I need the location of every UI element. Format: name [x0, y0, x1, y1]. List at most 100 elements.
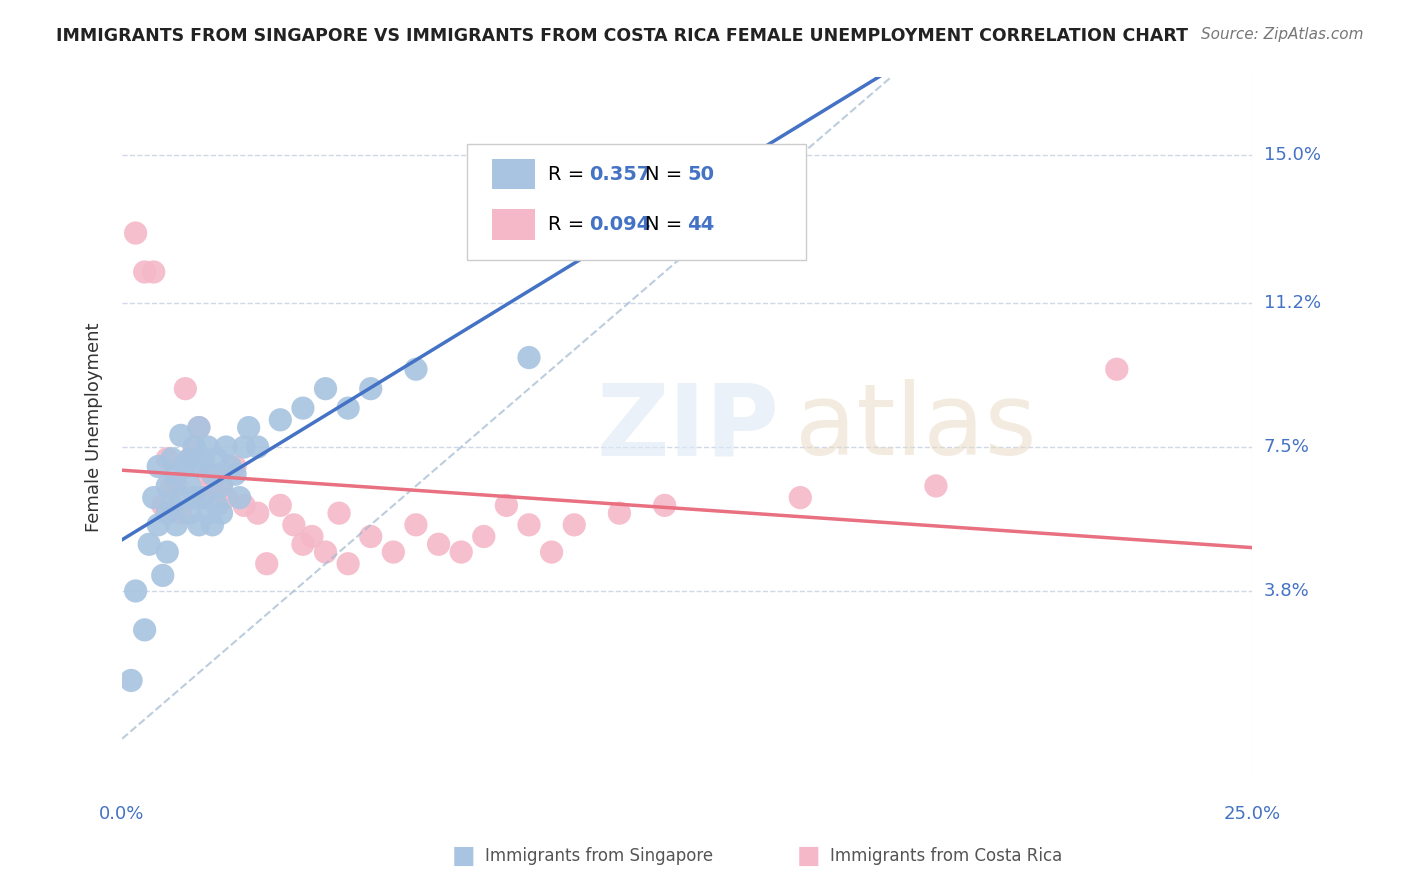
Text: N =: N =: [645, 215, 689, 234]
Point: [134, 265, 156, 279]
Text: ZIP: ZIP: [596, 379, 780, 476]
Point: [156, 506, 179, 520]
Point: [246, 440, 269, 454]
Point: [291, 537, 314, 551]
Point: [609, 506, 631, 520]
FancyBboxPatch shape: [492, 209, 534, 240]
Point: [152, 499, 174, 513]
Point: [405, 517, 427, 532]
Point: [174, 459, 197, 474]
Point: [315, 382, 337, 396]
Point: [517, 351, 540, 365]
Point: [238, 420, 260, 434]
Point: [360, 529, 382, 543]
Text: R =: R =: [548, 215, 591, 234]
Point: [328, 506, 350, 520]
Point: [179, 451, 201, 466]
Point: [283, 517, 305, 532]
Text: 0.0%: 0.0%: [100, 805, 145, 823]
Point: [517, 517, 540, 532]
Point: [201, 467, 224, 482]
Point: [170, 428, 193, 442]
Point: [142, 491, 165, 505]
Point: [789, 491, 811, 505]
Point: [211, 479, 233, 493]
Point: [142, 265, 165, 279]
Point: [197, 506, 219, 520]
Point: [291, 401, 314, 416]
Point: [219, 459, 242, 474]
Point: [201, 517, 224, 532]
Text: 3.8%: 3.8%: [1264, 582, 1309, 600]
Text: 50: 50: [688, 165, 714, 184]
Point: [179, 451, 201, 466]
Point: [211, 506, 233, 520]
Point: [256, 557, 278, 571]
Point: [246, 506, 269, 520]
Y-axis label: Female Unemployment: Female Unemployment: [86, 323, 103, 533]
Point: [152, 568, 174, 582]
Point: [120, 673, 142, 688]
Text: R =: R =: [548, 165, 591, 184]
Point: [160, 499, 183, 513]
Point: [382, 545, 405, 559]
Point: [215, 491, 238, 505]
Point: [148, 459, 170, 474]
Point: [174, 382, 197, 396]
Point: [148, 517, 170, 532]
Text: N =: N =: [645, 165, 689, 184]
Text: Source: ZipAtlas.com: Source: ZipAtlas.com: [1201, 27, 1364, 42]
Point: [315, 545, 337, 559]
Point: [427, 537, 450, 551]
Point: [337, 557, 360, 571]
Point: [179, 479, 201, 493]
Point: [1105, 362, 1128, 376]
Point: [269, 413, 291, 427]
Point: [183, 440, 205, 454]
FancyBboxPatch shape: [467, 144, 806, 260]
Point: [187, 420, 209, 434]
Point: [193, 491, 215, 505]
Point: [540, 545, 562, 559]
Text: 44: 44: [688, 215, 714, 234]
Point: [562, 517, 585, 532]
Point: [187, 459, 209, 474]
Text: atlas: atlas: [794, 379, 1036, 476]
Point: [211, 479, 233, 493]
Text: 7.5%: 7.5%: [1264, 438, 1309, 456]
Point: [224, 459, 246, 474]
Text: 15.0%: 15.0%: [1264, 146, 1320, 164]
Point: [134, 623, 156, 637]
FancyBboxPatch shape: [492, 159, 534, 189]
Point: [205, 451, 228, 466]
Point: [156, 451, 179, 466]
Point: [269, 499, 291, 513]
Point: [450, 545, 472, 559]
Point: [170, 491, 193, 505]
Point: [156, 479, 179, 493]
Point: [160, 451, 183, 466]
Point: [160, 479, 183, 493]
Text: 0.357: 0.357: [589, 165, 651, 184]
Point: [156, 545, 179, 559]
Point: [301, 529, 323, 543]
Point: [233, 440, 256, 454]
Point: [205, 499, 228, 513]
Point: [228, 491, 250, 505]
Point: [183, 491, 205, 505]
Point: [654, 499, 676, 513]
Text: IMMIGRANTS FROM SINGAPORE VS IMMIGRANTS FROM COSTA RICA FEMALE UNEMPLOYMENT CORR: IMMIGRANTS FROM SINGAPORE VS IMMIGRANTS …: [56, 27, 1188, 45]
Point: [193, 451, 215, 466]
Text: 11.2%: 11.2%: [1264, 294, 1320, 312]
Point: [179, 506, 201, 520]
Point: [197, 467, 219, 482]
Point: [224, 467, 246, 482]
Text: Immigrants from Costa Rica: Immigrants from Costa Rica: [830, 847, 1062, 865]
Point: [233, 499, 256, 513]
Text: 0.094: 0.094: [589, 215, 650, 234]
Point: [170, 506, 193, 520]
Point: [124, 584, 146, 599]
Point: [124, 226, 146, 240]
Point: [215, 440, 238, 454]
Point: [187, 420, 209, 434]
